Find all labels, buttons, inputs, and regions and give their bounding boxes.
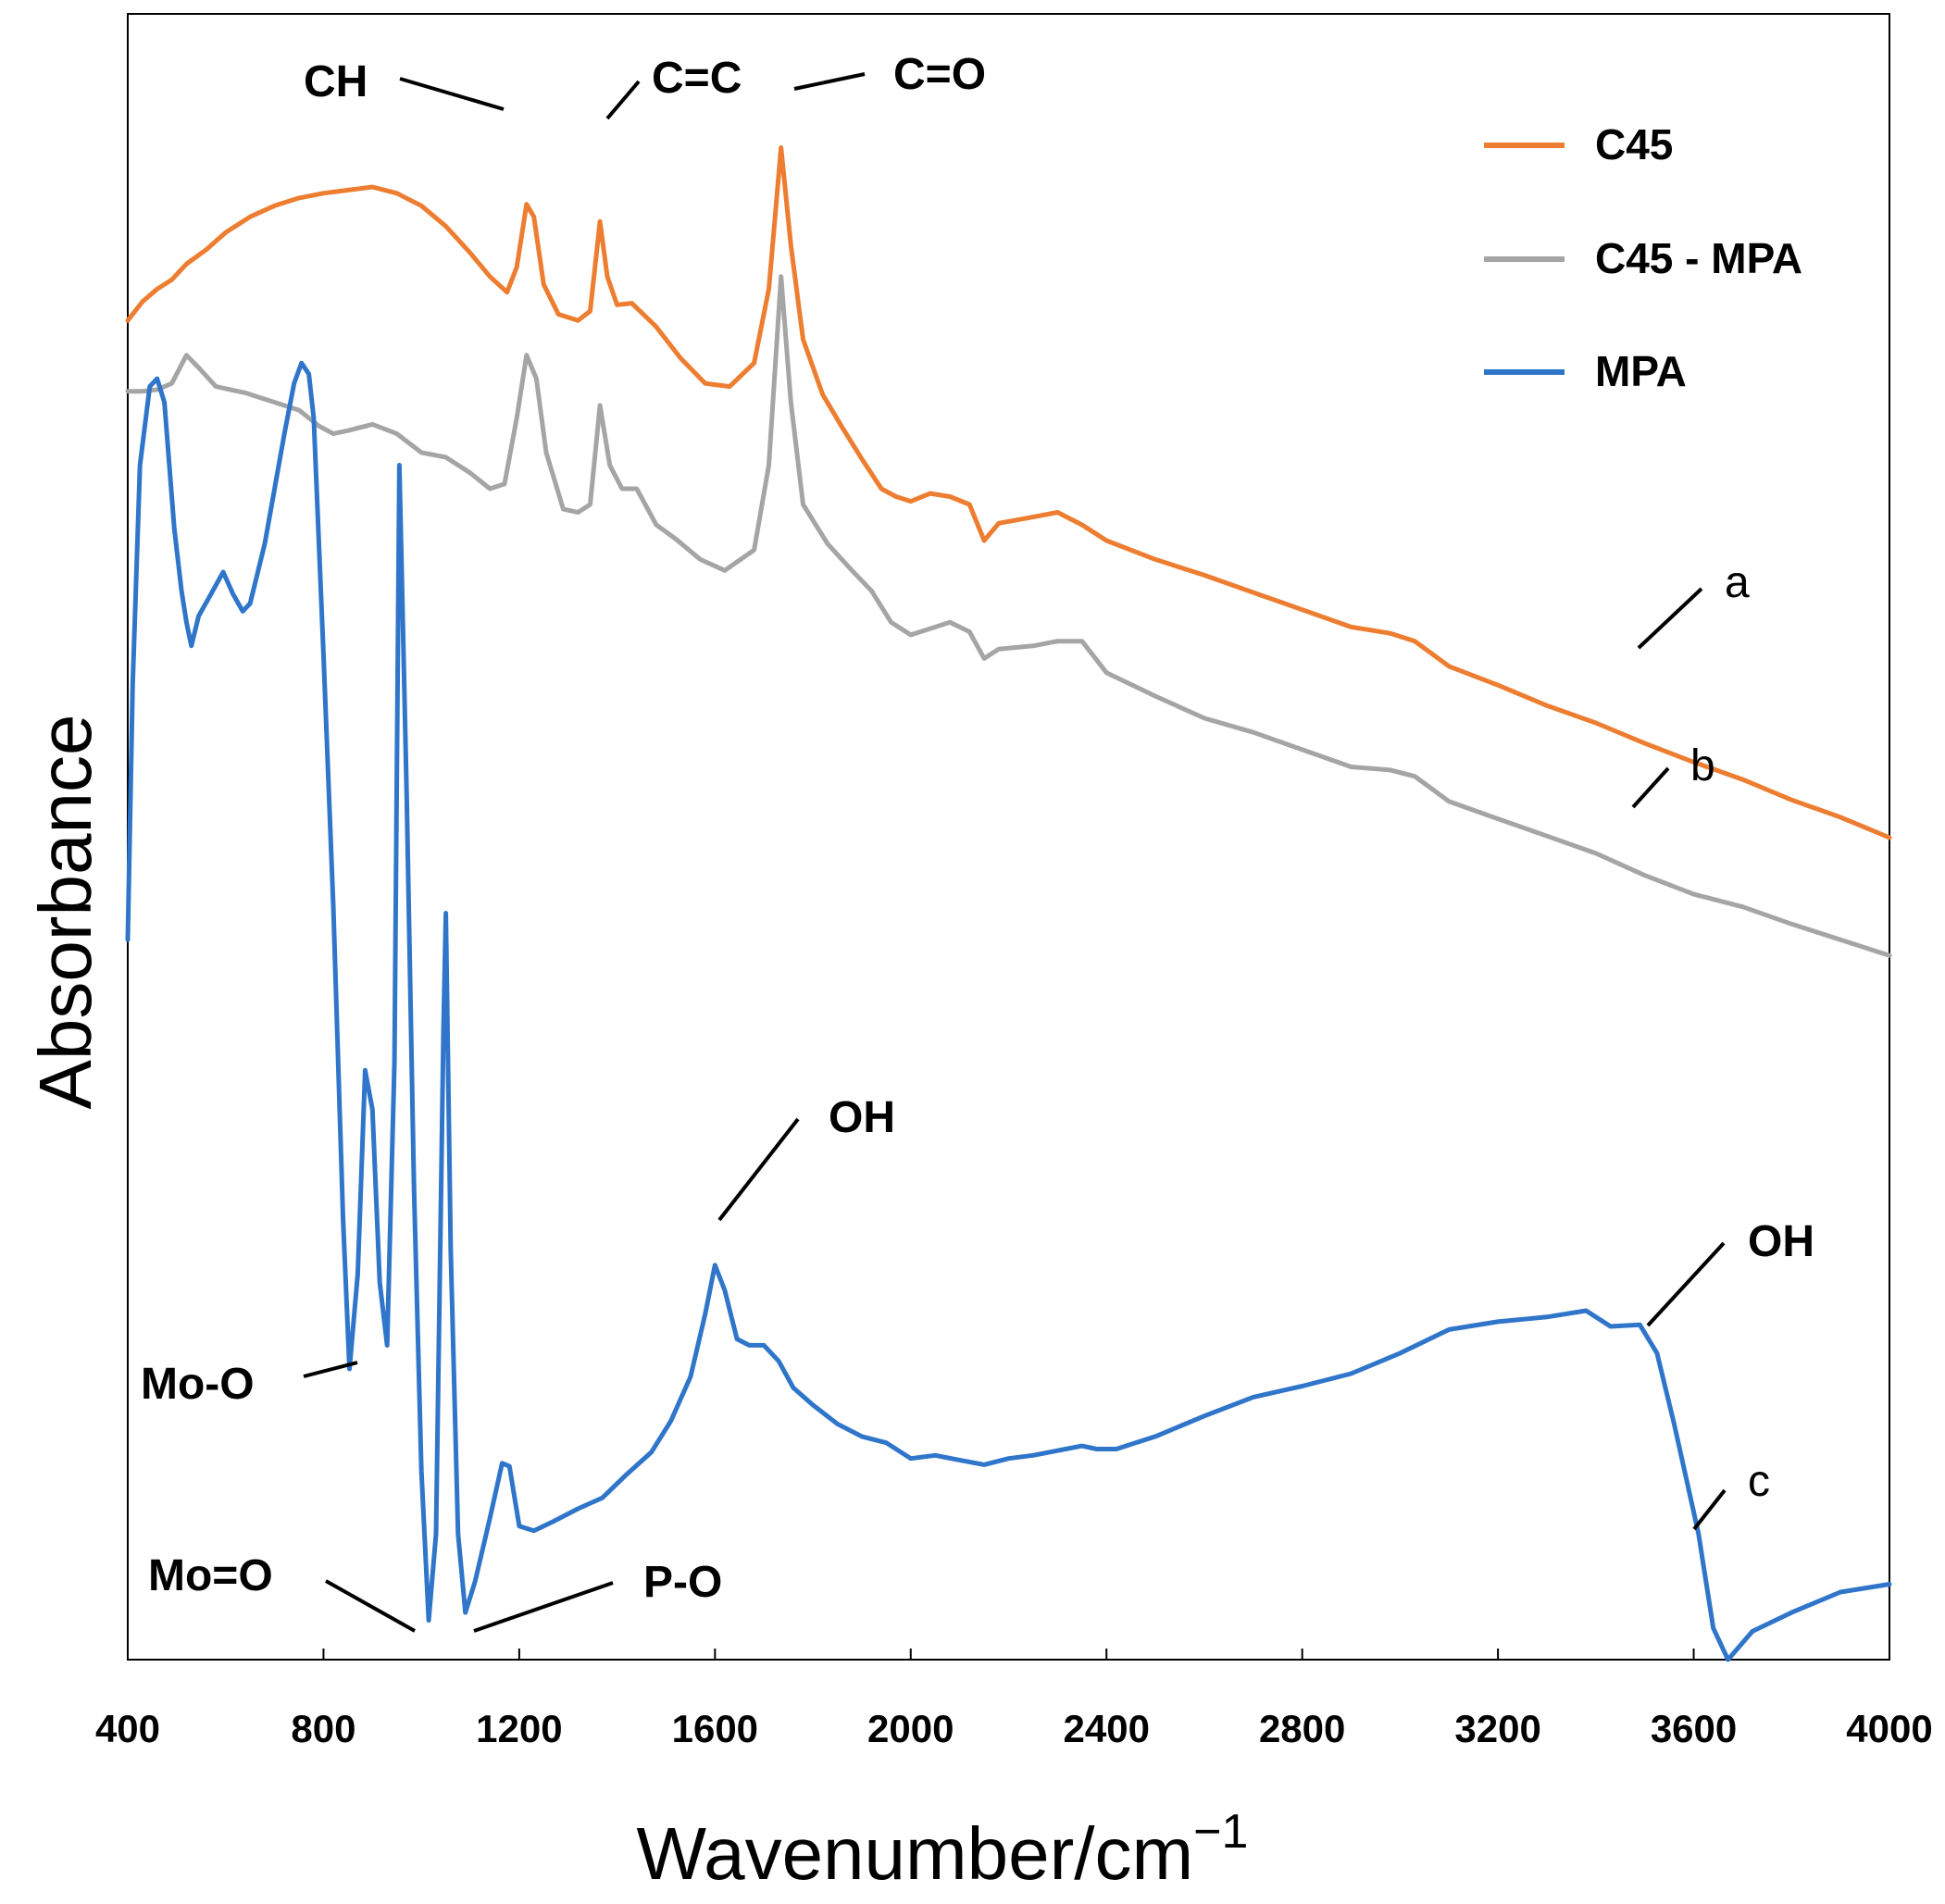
x-tick-label-3200: 3200	[1454, 1707, 1540, 1750]
series-group	[125, 145, 1892, 1662]
legend-label-mpa: MPA	[1595, 347, 1687, 395]
x-tick-label-800: 800	[291, 1707, 355, 1750]
annot-mo-o: Mo-O	[141, 1360, 255, 1409]
legend: C45 C45 - MPA MPA	[1484, 120, 1802, 395]
annot-oh-2-leader	[1646, 1241, 1726, 1327]
annot-co: C=O	[893, 50, 986, 99]
x-tick-label-400: 400	[95, 1707, 160, 1750]
x-tick-label-4000: 4000	[1846, 1707, 1932, 1750]
x-axis-ticks	[127, 1649, 1890, 1660]
annot-ch: CH	[304, 57, 368, 106]
legend-label-c45-mpa: C45 - MPA	[1595, 234, 1802, 282]
x-tick-label-1600: 1600	[672, 1707, 758, 1750]
curve-label-b: b	[1690, 741, 1715, 790]
x-tick-label-2000: 2000	[867, 1707, 954, 1750]
curve-label-a-leader	[1637, 587, 1703, 650]
curve-label-c-leader	[1692, 1488, 1727, 1531]
series-line-c45	[125, 145, 1892, 840]
annot-mo-dbl-o-leader	[325, 1579, 416, 1633]
x-tick-label-2400: 2400	[1064, 1707, 1150, 1750]
curve-labels: a b c	[1631, 558, 1770, 1531]
series-line-mpa	[125, 360, 1892, 1662]
x-axis-tick-labels: 400 800 1200 1600 2000 2400 2800 3200 3600 4000	[95, 1707, 1933, 1750]
annot-oh-1-leader	[717, 1117, 800, 1222]
annot-p-o: P-O	[643, 1558, 722, 1607]
x-axis-title: Wavenumber/cm−1	[637, 1805, 1249, 1895]
annot-p-o-leader	[473, 1581, 614, 1633]
curve-label-a: a	[1725, 558, 1750, 607]
annot-mo-dbl-o: Mo=O	[148, 1551, 273, 1600]
annot-oh-2: OH	[1748, 1217, 1814, 1266]
series-line-c45-mpa	[125, 274, 1892, 958]
annot-co-leader	[793, 72, 866, 91]
annot-oh-1: OH	[829, 1093, 895, 1142]
x-axis-title-superscript: −1	[1193, 1805, 1248, 1859]
annotations: CH C=C C=O OH OH Mo-O Mo=O P-O	[141, 50, 1814, 1633]
legend-label-c45: C45	[1595, 120, 1673, 168]
annot-cc-leader	[605, 80, 641, 120]
curve-label-c: c	[1748, 1457, 1770, 1506]
x-tick-label-2800: 2800	[1259, 1707, 1345, 1750]
annot-cc: C=C	[652, 54, 742, 103]
annot-mo-o-leader	[303, 1361, 358, 1378]
x-tick-label-3600: 3600	[1651, 1707, 1737, 1750]
x-tick-label-1200: 1200	[476, 1707, 562, 1750]
y-axis-title: Absorbance	[24, 715, 106, 1110]
curve-label-b-leader	[1631, 766, 1670, 809]
annot-ch-leader	[399, 77, 505, 111]
